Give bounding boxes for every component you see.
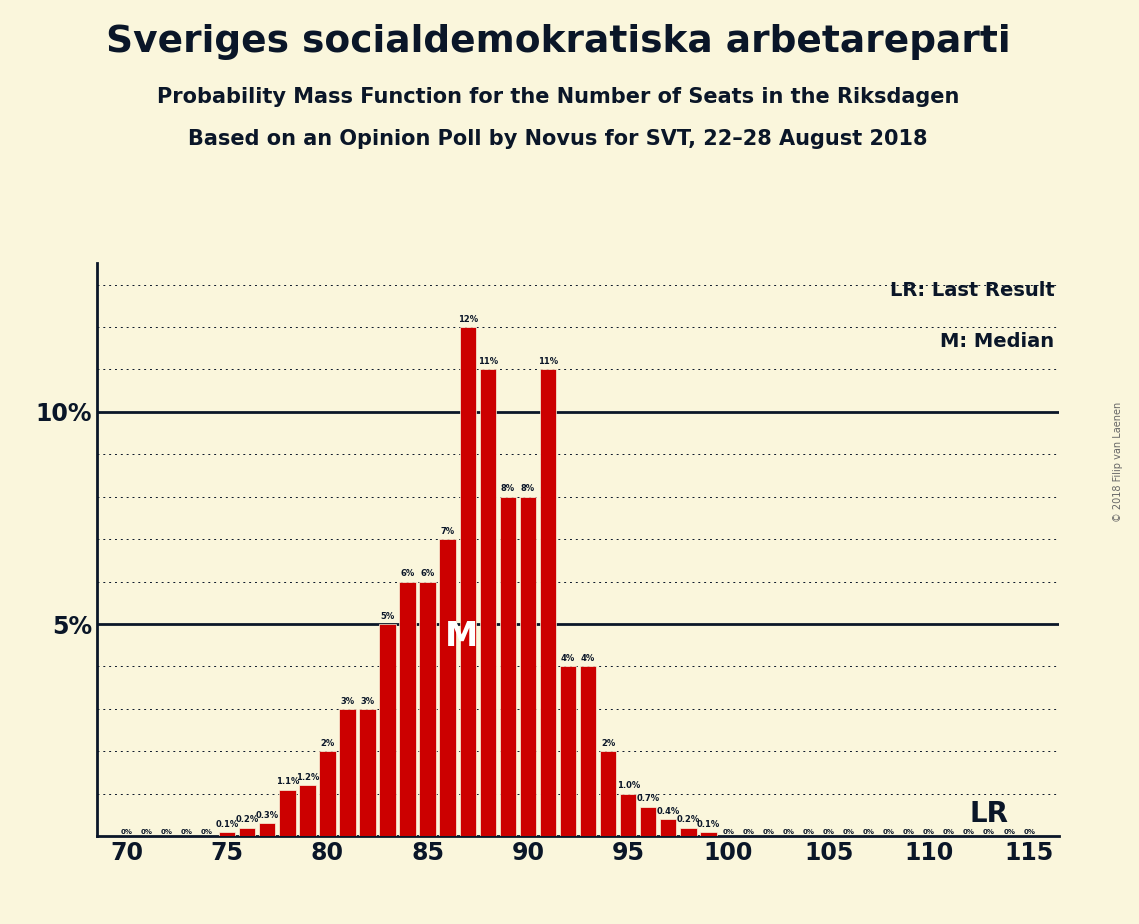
Bar xyxy=(279,789,295,836)
Text: 2%: 2% xyxy=(601,739,615,748)
Text: 0.1%: 0.1% xyxy=(215,820,239,829)
Text: 0%: 0% xyxy=(141,829,153,835)
Bar xyxy=(640,807,656,836)
Bar xyxy=(400,581,416,836)
Text: 0.1%: 0.1% xyxy=(697,820,720,829)
Text: Probability Mass Function for the Number of Seats in the Riksdagen: Probability Mass Function for the Number… xyxy=(157,87,959,107)
Text: LR: LR xyxy=(969,800,1009,828)
Text: 0.4%: 0.4% xyxy=(657,807,680,816)
Bar xyxy=(359,709,376,836)
Text: 0%: 0% xyxy=(803,829,814,835)
Bar xyxy=(680,828,697,836)
Bar xyxy=(540,370,556,836)
Text: 11%: 11% xyxy=(477,357,498,366)
Text: 3%: 3% xyxy=(341,697,354,706)
Text: 0%: 0% xyxy=(943,829,954,835)
Bar xyxy=(319,751,336,836)
Bar xyxy=(500,497,516,836)
Bar xyxy=(379,624,395,836)
Text: 0.2%: 0.2% xyxy=(236,815,259,824)
Text: 0%: 0% xyxy=(1023,829,1035,835)
Text: Based on an Opinion Poll by Novus for SVT, 22–28 August 2018: Based on an Opinion Poll by Novus for SV… xyxy=(188,128,928,149)
Text: 0%: 0% xyxy=(202,829,213,835)
Bar xyxy=(219,832,236,836)
Text: 3%: 3% xyxy=(360,697,375,706)
Bar xyxy=(700,832,716,836)
Text: 0%: 0% xyxy=(722,829,735,835)
Text: 6%: 6% xyxy=(401,569,415,578)
Text: 0%: 0% xyxy=(843,829,854,835)
Bar xyxy=(459,327,476,836)
Text: M: M xyxy=(445,620,478,653)
Text: 0.2%: 0.2% xyxy=(677,815,700,824)
Text: 2%: 2% xyxy=(320,739,335,748)
Text: 0%: 0% xyxy=(121,829,133,835)
Text: © 2018 Filip van Laenen: © 2018 Filip van Laenen xyxy=(1114,402,1123,522)
Text: 11%: 11% xyxy=(538,357,558,366)
Text: 0.7%: 0.7% xyxy=(637,794,659,803)
Text: Sveriges socialdemokratiska arbetareparti: Sveriges socialdemokratiska arbetarepart… xyxy=(106,24,1010,59)
Text: 0%: 0% xyxy=(923,829,935,835)
Bar xyxy=(440,540,456,836)
Bar xyxy=(620,794,637,836)
Text: 0%: 0% xyxy=(903,829,915,835)
Bar xyxy=(419,581,436,836)
Text: 1.1%: 1.1% xyxy=(276,777,300,786)
Text: 0%: 0% xyxy=(181,829,192,835)
Bar xyxy=(480,370,495,836)
Text: LR: Last Result: LR: Last Result xyxy=(890,281,1055,299)
Text: 0%: 0% xyxy=(762,829,775,835)
Text: 0%: 0% xyxy=(743,829,754,835)
Bar xyxy=(519,497,536,836)
Text: 8%: 8% xyxy=(501,484,515,493)
Text: 6%: 6% xyxy=(420,569,435,578)
Text: 12%: 12% xyxy=(458,314,478,323)
Text: 0.3%: 0.3% xyxy=(255,811,279,821)
Bar xyxy=(580,666,597,836)
Text: 0%: 0% xyxy=(161,829,173,835)
Text: 4%: 4% xyxy=(581,654,596,663)
Bar xyxy=(300,785,316,836)
Text: 1.2%: 1.2% xyxy=(296,772,319,782)
Text: M: Median: M: Median xyxy=(941,332,1055,351)
Text: 0%: 0% xyxy=(822,829,835,835)
Bar xyxy=(559,666,576,836)
Text: 4%: 4% xyxy=(560,654,575,663)
Text: 0%: 0% xyxy=(1003,829,1015,835)
Text: 0%: 0% xyxy=(983,829,995,835)
Text: 8%: 8% xyxy=(521,484,535,493)
Text: 0%: 0% xyxy=(964,829,975,835)
Text: 0%: 0% xyxy=(862,829,875,835)
Bar xyxy=(259,823,276,836)
Bar xyxy=(600,751,616,836)
Text: 0%: 0% xyxy=(883,829,895,835)
Text: 1.0%: 1.0% xyxy=(616,782,640,790)
Text: 5%: 5% xyxy=(380,612,395,621)
Bar xyxy=(661,820,677,836)
Bar xyxy=(339,709,355,836)
Bar xyxy=(239,828,255,836)
Text: 0%: 0% xyxy=(782,829,795,835)
Text: 7%: 7% xyxy=(441,527,454,536)
